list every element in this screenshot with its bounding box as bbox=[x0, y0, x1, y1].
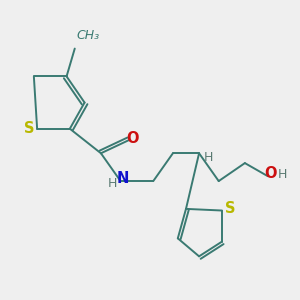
Text: S: S bbox=[225, 201, 236, 216]
Text: H: H bbox=[108, 177, 117, 190]
Text: H: H bbox=[204, 151, 214, 164]
Text: N: N bbox=[117, 171, 129, 186]
Text: O: O bbox=[126, 131, 138, 146]
Text: S: S bbox=[24, 121, 34, 136]
Text: H: H bbox=[278, 168, 287, 181]
Text: CH₃: CH₃ bbox=[76, 29, 100, 42]
Text: O: O bbox=[264, 166, 277, 181]
